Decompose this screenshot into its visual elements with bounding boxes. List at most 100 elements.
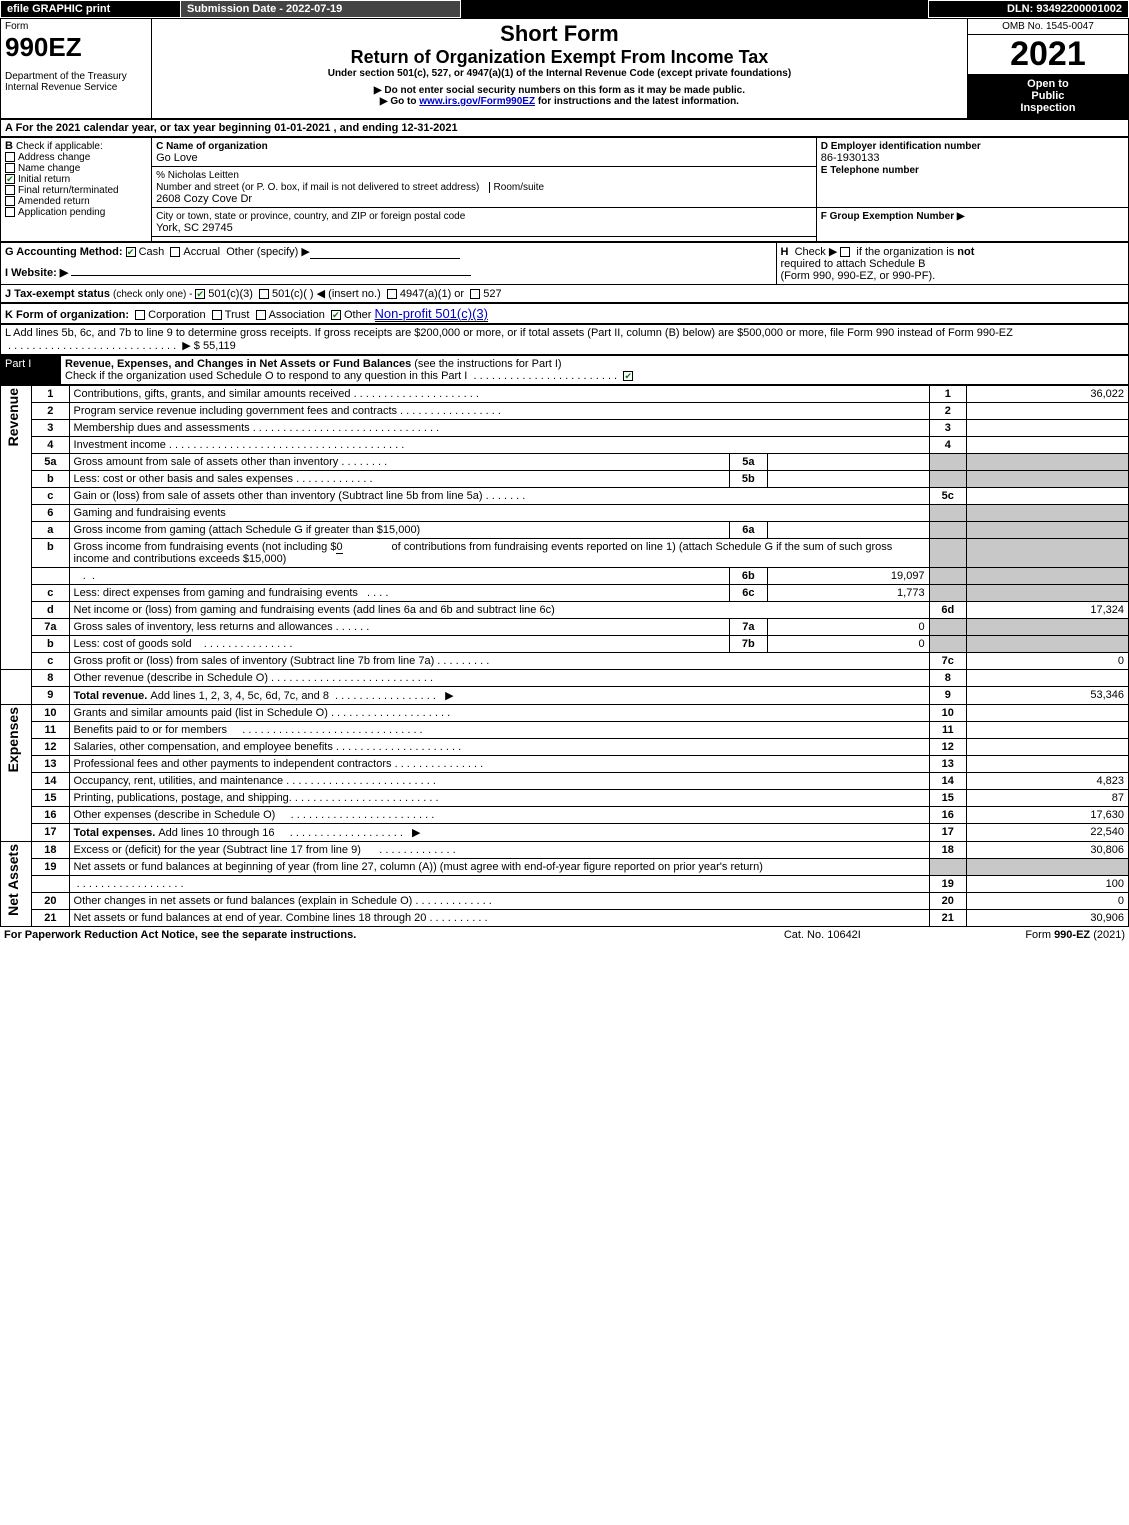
line-15-text: Printing, publications, postage, and shi…: [69, 790, 929, 807]
line-19-text: Net assets or fund balances at beginning…: [69, 859, 929, 876]
line-7a-text: Gross sales of inventory, less returns a…: [69, 619, 730, 636]
footer-left: For Paperwork Reduction Act Notice, see …: [0, 927, 736, 943]
c-name-label: C Name of organization: [156, 141, 268, 152]
revenue-side-label: Revenue: [5, 388, 21, 446]
chk-527[interactable]: [470, 289, 480, 299]
chk-other-org[interactable]: ✔: [331, 310, 341, 320]
line-19-amount: 100: [966, 876, 1128, 893]
submission-date: Submission Date - 2022-07-19: [181, 1, 461, 18]
line-14-amount: 4,823: [966, 773, 1128, 790]
efile-label: efile GRAPHIC print: [1, 1, 181, 18]
chk-cash[interactable]: ✔: [126, 247, 136, 257]
line-18-text: Excess or (deficit) for the year (Subtra…: [69, 842, 929, 859]
chk-amended[interactable]: Amended return: [5, 196, 147, 207]
line-17-text: Total expenses. Add lines 10 through 16 …: [69, 824, 929, 842]
line-6c-text: Less: direct expenses from gaming and fu…: [69, 585, 730, 602]
open-to-public: Open to Public Inspection: [968, 74, 1128, 118]
line-3-text: Membership dues and assessments . . . . …: [69, 420, 929, 437]
line-4-text: Investment income . . . . . . . . . . . …: [69, 437, 929, 454]
chk-address-change[interactable]: Address change: [5, 152, 147, 163]
street-value: 2608 Cozy Cove Dr: [156, 193, 252, 205]
dln: DLN: 93492200001002: [929, 1, 1129, 18]
line-7b-amount: 0: [767, 636, 929, 653]
footer-right: Form 990-EZ (2021): [909, 927, 1129, 943]
line-7c-amount: 0: [966, 653, 1128, 670]
form-number: 990EZ: [5, 32, 147, 63]
line-1-text: Contributions, gifts, grants, and simila…: [69, 386, 929, 403]
line-17-amount: 22,540: [966, 824, 1128, 842]
line-1-amount: 36,022: [966, 386, 1128, 403]
entity-block: B Check if applicable: Address change Na…: [0, 137, 1129, 242]
g-label: G Accounting Method:: [5, 246, 123, 258]
chk-4947[interactable]: [387, 289, 397, 299]
line-k: K Form of organization: Corporation Trus…: [1, 304, 1129, 324]
room-label: Room/suite: [489, 182, 545, 193]
box-b-label: B: [5, 140, 13, 152]
part1-header: Part I Revenue, Expenses, and Changes in…: [0, 355, 1129, 385]
note-goto: ▶ Go to www.irs.gov/Form990EZ for instru…: [156, 96, 963, 107]
line-5a-text: Gross amount from sale of assets other t…: [69, 454, 730, 471]
main-title: Return of Organization Exempt From Incom…: [156, 47, 963, 68]
line-7a-amount: 0: [767, 619, 929, 636]
line-7b-text: Less: cost of goods sold . . . . . . . .…: [69, 636, 730, 653]
h-label: H: [781, 246, 789, 258]
line-6b-amount: 19,097: [767, 568, 929, 585]
d-ein-label: D Employer identification number: [821, 141, 981, 152]
line-5b-text: Less: cost or other basis and sales expe…: [69, 471, 730, 488]
chk-accrual[interactable]: [170, 247, 180, 257]
street-label: Number and street (or P. O. box, if mail…: [156, 182, 479, 193]
chk-final-return[interactable]: Final return/terminated: [5, 185, 147, 196]
other-org-value[interactable]: Non-profit 501(c)(3): [375, 306, 488, 322]
line-10-text: Grants and similar amounts paid (list in…: [69, 705, 929, 722]
i-website-label: I Website: ▶: [5, 267, 68, 279]
line-8-text: Other revenue (describe in Schedule O) .…: [69, 670, 929, 687]
city-label: City or town, state or province, country…: [156, 211, 465, 222]
chk-schedule-o[interactable]: ✔: [623, 371, 633, 381]
gross-receipts: 55,119: [203, 340, 236, 352]
line-18-amount: 30,806: [966, 842, 1128, 859]
chk-initial-return[interactable]: ✔Initial return: [5, 174, 147, 185]
org-name: Go Love: [156, 152, 198, 164]
chk-501c[interactable]: [259, 289, 269, 299]
line-13-text: Professional fees and other payments to …: [69, 756, 929, 773]
chk-501c3[interactable]: ✔: [195, 289, 205, 299]
expenses-side-label: Expenses: [5, 707, 21, 772]
chk-name-change[interactable]: Name change: [5, 163, 147, 174]
line-l: L Add lines 5b, 6c, and 7b to line 9 to …: [1, 325, 1129, 355]
line-6d-text: Net income or (loss) from gaming and fun…: [69, 602, 929, 619]
ein-value: 86-1930133: [821, 152, 880, 164]
line-16-amount: 17,630: [966, 807, 1128, 824]
chk-corp[interactable]: [135, 310, 145, 320]
line-a: A For the 2021 calendar year, or tax yea…: [1, 120, 1129, 137]
short-form-title: Short Form: [156, 21, 963, 47]
line-16-text: Other expenses (describe in Schedule O) …: [69, 807, 929, 824]
dept-label: Department of the Treasury Internal Reve…: [5, 71, 147, 93]
j-label: J Tax-exempt status: [5, 288, 110, 300]
e-phone-label: E Telephone number: [821, 165, 919, 176]
subtitle: Under section 501(c), 527, or 4947(a)(1)…: [156, 68, 963, 79]
ghij-block: G Accounting Method: ✔Cash Accrual Other…: [0, 242, 1129, 303]
line-20-amount: 0: [966, 893, 1128, 910]
chk-application-pending[interactable]: Application pending: [5, 207, 147, 218]
line-5c-text: Gain or (loss) from sale of assets other…: [69, 488, 929, 505]
line-6b-text: Gross income from fundraising events (no…: [69, 539, 929, 568]
line-6a-text: Gross income from gaming (attach Schedul…: [69, 522, 730, 539]
line-21-text: Net assets or fund balances at end of ye…: [69, 910, 929, 927]
line-6d-amount: 17,324: [966, 602, 1128, 619]
chk-schedule-b[interactable]: [840, 247, 850, 257]
omb-number: OMB No. 1545-0047: [967, 19, 1128, 35]
website-value: [71, 275, 471, 276]
chk-trust[interactable]: [212, 310, 222, 320]
chk-assoc[interactable]: [256, 310, 266, 320]
note-ssn: ▶ Do not enter social security numbers o…: [156, 85, 963, 96]
net-assets-side-label: Net Assets: [5, 844, 21, 916]
tax-year: 2021: [968, 35, 1128, 74]
footer-cat: Cat. No. 10642I: [736, 927, 910, 943]
header-bar: efile GRAPHIC print Submission Date - 20…: [0, 0, 1129, 18]
irs-link[interactable]: www.irs.gov/Form990EZ: [419, 96, 535, 107]
line-11-text: Benefits paid to or for members . . . . …: [69, 722, 929, 739]
city-value: York, SC 29745: [156, 222, 233, 234]
line-9-amount: 53,346: [966, 687, 1128, 705]
f-group-label: F Group Exemption Number ▶: [821, 211, 965, 222]
form-header-block: Form 990EZ Department of the Treasury In…: [0, 18, 1129, 119]
